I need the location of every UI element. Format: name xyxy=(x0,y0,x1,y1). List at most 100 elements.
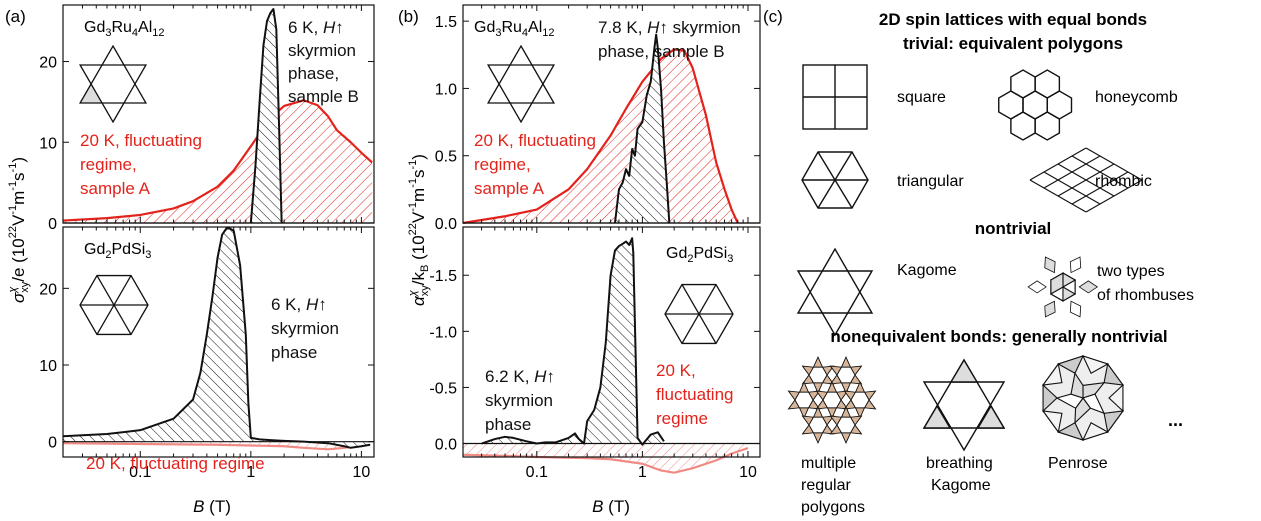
y-axis-label: αχxy/kB (1022V-1m-1s-1) xyxy=(407,154,431,306)
honeycomb-cell xyxy=(1010,111,1036,141)
plot-frame xyxy=(62,226,375,458)
label-breathing-2: Kagome xyxy=(931,477,991,494)
two-rhombus-lattice-icon xyxy=(1027,256,1099,318)
penrose-tile xyxy=(1042,383,1058,413)
lattice-title-nonequivalent: nonequivalent bonds: generally nontrivia… xyxy=(830,327,1167,346)
series-area-red xyxy=(63,100,373,223)
plot-frame xyxy=(462,4,761,224)
label-multiple-1: multiple xyxy=(801,455,856,472)
plot-b-top: 0.0 0.5 1.0 1.5 Gd3Ru4Al12 20 K, fluctuating r… xyxy=(435,4,761,233)
material-label: Gd3Ru4Al12 xyxy=(474,19,555,39)
series-line-black xyxy=(481,237,665,446)
breathing-kagome-lattice-icon xyxy=(922,358,1006,452)
label-breathing-1: breathing xyxy=(926,455,993,472)
y-tick-label: -0.5 xyxy=(429,380,457,397)
series-annotation-red: 20 K, fluctuating xyxy=(80,131,202,150)
square-lattice-icon xyxy=(802,64,868,130)
multipoly-triangle xyxy=(812,432,824,445)
label-square: square xyxy=(897,89,946,106)
lattice-title-trivial: trivial: equivalent polygons xyxy=(903,34,1123,53)
series-area-black xyxy=(481,238,664,445)
material-label: Gd2PdSi3 xyxy=(84,241,151,261)
panel-label-b: (b) xyxy=(398,7,419,26)
multipoly-hexagon xyxy=(836,416,856,434)
penrose-tile xyxy=(1041,362,1063,386)
penrose-tile xyxy=(1103,410,1125,434)
series-annotation-red: 20 K, fluctuating xyxy=(474,131,596,150)
series-annotation-red: 20 K, fluctuating regime xyxy=(86,454,265,473)
series-annotation-red: fluctuating xyxy=(656,385,734,404)
series-area-black xyxy=(250,9,282,224)
label-honeycomb: honeycomb xyxy=(1095,89,1178,106)
triangular-lattice-icon xyxy=(801,151,869,209)
rhombus-tile xyxy=(1050,272,1064,295)
plot-frame xyxy=(62,4,375,224)
rhombic-edge xyxy=(1071,171,1129,205)
series-annotation-black: phase, sample B xyxy=(598,42,725,61)
inset-kagome-icon xyxy=(486,44,556,104)
inset-kagome-icon xyxy=(486,64,556,124)
series-annotation-black: 6 K, H↑ xyxy=(288,18,344,37)
label-kagome: Kagome xyxy=(897,262,957,279)
y-tick-label: 0 xyxy=(48,216,57,233)
series-line-black xyxy=(249,8,283,224)
series-area-black xyxy=(63,228,371,448)
series-annotation-black: 6 K, H↑ xyxy=(271,295,327,314)
honeycomb-cell xyxy=(1034,111,1061,141)
penrose-tile xyxy=(1108,383,1124,413)
rhombus-tile xyxy=(1069,300,1082,318)
rhombus-tile xyxy=(1078,280,1099,294)
label-multiple-3: polygons xyxy=(801,499,865,516)
rhombic-edge xyxy=(1085,179,1143,213)
x-tick-label: 1 xyxy=(246,464,255,481)
series-annotation-red: regime, xyxy=(474,155,531,174)
rhombic-edge xyxy=(1085,147,1143,181)
honeycomb-lattice-icon xyxy=(998,69,1073,141)
y-tick-label: -1.0 xyxy=(429,324,457,341)
lattice-title-equal-bonds: 2D spin lattices with equal bonds xyxy=(879,10,1147,29)
series-annotation-black: phase, xyxy=(288,64,339,83)
kagome-lattice-icon xyxy=(796,247,874,337)
rhombic-lattice-icon xyxy=(1029,147,1143,213)
rhombus-tile xyxy=(1044,256,1056,274)
penrose-lattice-icon xyxy=(1041,355,1125,441)
multipoly-hexagon xyxy=(850,391,870,409)
inset-shaded-triangle xyxy=(80,84,103,103)
y-tick-label: 20 xyxy=(39,55,57,72)
penrose-tile xyxy=(1070,371,1084,399)
x-axis-label: B (T) xyxy=(193,497,231,516)
y-tick-label: 10 xyxy=(39,135,57,152)
series-annotation-black: 6.2 K, H↑ xyxy=(485,367,555,386)
multipoly-triangle xyxy=(812,355,824,368)
y-tick-label: -1.5 xyxy=(429,268,457,285)
multipoly-triangle xyxy=(840,432,852,445)
plot-a-top: 0 10 20 Gd3Ru4Al12 20 K, fluctuating regime, s… xyxy=(39,4,375,233)
series-line-black xyxy=(613,33,671,224)
penrose-tile xyxy=(1056,355,1085,375)
series-annotation-red: regime, xyxy=(80,155,137,174)
y-tick-label: 0.5 xyxy=(435,149,457,166)
rhombic-edge xyxy=(1071,155,1129,189)
label-triangular: triangular xyxy=(897,173,964,190)
y-axis-label: σχxy/e (1022V-1m-1s-1) xyxy=(7,157,31,303)
x-axis-label: B (T) xyxy=(592,497,630,516)
series-annotation-black: sample B xyxy=(288,87,359,106)
multipoly-hexagon xyxy=(808,366,828,384)
series-annotation-black: skyrmion xyxy=(271,319,339,338)
multipoly-hexagon xyxy=(836,366,856,384)
penrose-tile xyxy=(1103,362,1125,386)
label-ellipsis: ... xyxy=(1168,410,1183,430)
label-rhombuses-1: two types xyxy=(1097,263,1165,280)
series-line-black xyxy=(62,227,371,449)
plot-b-bottom: 0.0 -0.5 -1.0 -1.5 0.1 1 10 Gd2PdSi3 6.2 K, H↑ sk… xyxy=(429,226,761,481)
plot-a-bottom: 0 10 20 0.1 1 10 Gd2PdSi3 6 K, H↑ skyrmion phase 2… xyxy=(39,226,375,481)
penrose-tile xyxy=(1056,421,1085,441)
panel-label-c: (c) xyxy=(763,7,783,26)
material-label: Gd2PdSi3 xyxy=(666,245,733,265)
y-tick-label: 0.0 xyxy=(435,437,457,454)
y-tick-label: 10 xyxy=(39,358,57,375)
y-tick-label: 20 xyxy=(39,281,57,298)
y-tick-label: 0.0 xyxy=(435,216,457,233)
rhombus-tile xyxy=(1044,300,1056,318)
